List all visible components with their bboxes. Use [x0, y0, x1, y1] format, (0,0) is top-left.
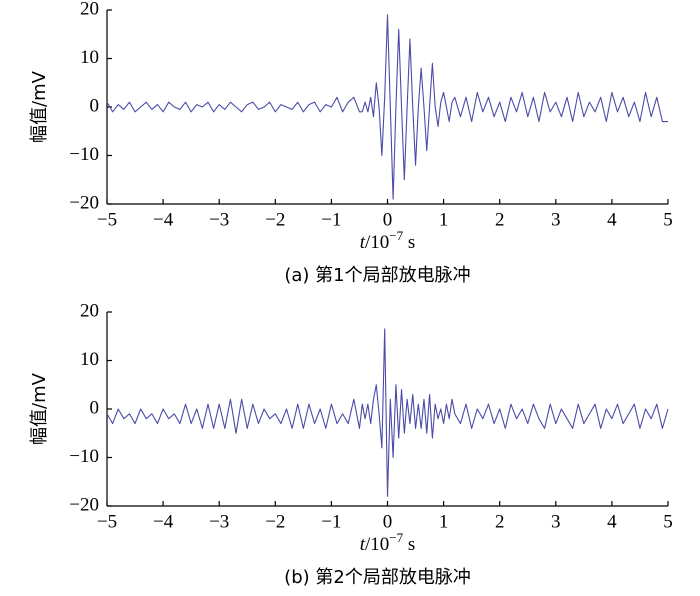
x-label-part: /10 — [365, 232, 389, 253]
x-tick-label: 1 — [439, 209, 449, 230]
x-tick-label: 4 — [607, 511, 617, 532]
x-tick-label: 2 — [495, 209, 505, 230]
x-tick-label: −2 — [265, 209, 285, 230]
x-tick-label: −5 — [97, 511, 117, 532]
x-label-part: −7 — [389, 228, 403, 243]
x-label-part: t — [360, 534, 366, 555]
caption: (b) 第2个局部放电脉冲 — [284, 567, 471, 588]
y-axis-label: 幅值/mV — [29, 70, 50, 143]
y-tick-label: −10 — [69, 144, 99, 165]
signal-line — [106, 14, 668, 200]
x-tick-label: 5 — [663, 511, 673, 532]
x-label-part: t — [360, 232, 366, 253]
x-label-part: −7 — [389, 530, 403, 545]
y-tick-label: 0 — [90, 95, 100, 116]
y-tick-label: −10 — [69, 446, 99, 467]
x-tick-label: 4 — [607, 209, 617, 230]
x-tick-label: −5 — [97, 209, 117, 230]
x-tick-label: −2 — [265, 511, 285, 532]
x-label-part: /10 — [365, 534, 389, 555]
x-tick-label: 3 — [551, 511, 561, 532]
x-axis-label: t/10−7 s — [360, 228, 416, 253]
x-tick-label: −3 — [209, 511, 229, 532]
y-axis-label: 幅值/mV — [29, 372, 50, 445]
y-tick-label: 10 — [80, 349, 99, 370]
x-tick-label: 2 — [495, 511, 505, 532]
x-tick-label: −4 — [153, 209, 174, 230]
y-tick-label: 20 — [80, 300, 99, 321]
x-tick-label: 0 — [383, 209, 393, 230]
x-tick-label: −1 — [321, 209, 341, 230]
x-tick-label: −3 — [209, 209, 229, 230]
y-tick-label: 10 — [80, 47, 99, 68]
y-tick-label: 20 — [80, 0, 99, 19]
x-tick-label: 1 — [439, 511, 449, 532]
x-tick-label: 5 — [663, 209, 673, 230]
signal-line — [106, 328, 669, 497]
x-label-part: s — [403, 534, 415, 555]
x-tick-label: −1 — [321, 511, 341, 532]
y-tick-label: −20 — [69, 192, 99, 213]
x-tick-label: 3 — [551, 209, 561, 230]
x-tick-label: −4 — [153, 511, 174, 532]
y-tick-label: −20 — [69, 494, 99, 515]
caption: (a) 第1个局部放电脉冲 — [284, 265, 470, 286]
x-axis-label: t/10−7 s — [360, 530, 416, 555]
y-tick-label: 0 — [90, 397, 100, 418]
x-label-part: s — [403, 232, 415, 253]
x-tick-label: 0 — [383, 511, 393, 532]
